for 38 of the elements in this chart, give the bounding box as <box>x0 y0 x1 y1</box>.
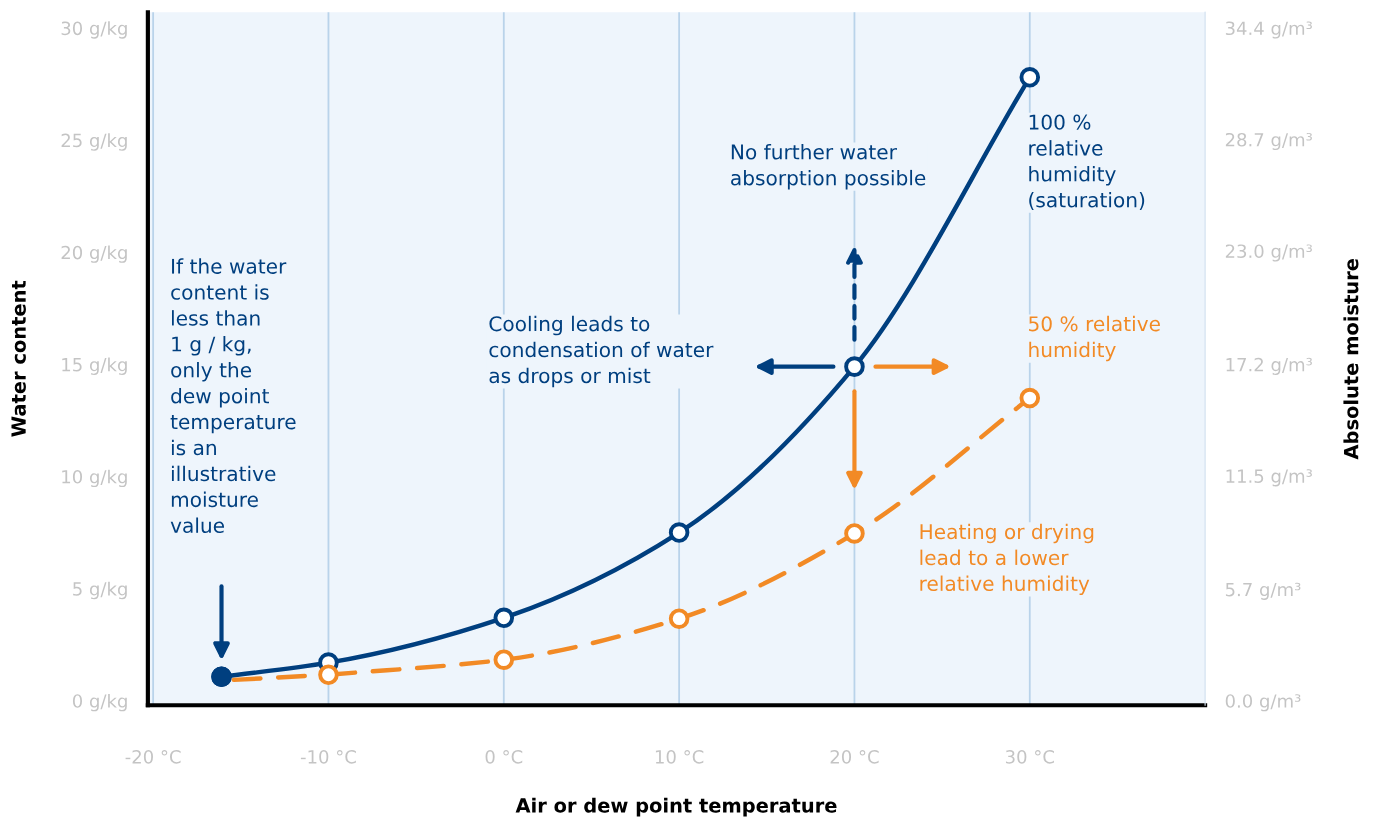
x-tick-label: -20 °C <box>125 750 181 764</box>
y2-tick-label: 11.5 g/m³ <box>1226 469 1312 487</box>
y2-tick-label: 5.7 g/m³ <box>1225 582 1301 600</box>
annotation: Heating or drying lead to a lower relative humidity <box>920 523 1094 596</box>
annotation: 50 % relative humidity <box>1029 315 1160 362</box>
annotation: 100 % relative humidity (saturation) <box>1029 114 1145 210</box>
point <box>668 522 690 543</box>
x-tick-label: 30 °C <box>1005 750 1054 764</box>
x-tick-label: -10 °C <box>300 750 356 764</box>
y-tick-label: 5 g/kg <box>73 581 127 600</box>
point <box>844 523 865 544</box>
annotation: Cooling leads to condensation of water as drops or mist <box>489 315 714 388</box>
point <box>318 664 339 686</box>
y2-tick-label: 34.4 g/m³ <box>1225 21 1312 39</box>
point <box>493 649 515 670</box>
y-tick-label: 30 g/kg <box>61 21 127 39</box>
y2-tick-label: 17.2 g/m³ <box>1226 357 1312 375</box>
y2-tick-label: 23.0 g/m³ <box>1225 244 1312 262</box>
y2-tick-label: 28.7 g/m³ <box>1225 132 1312 151</box>
y-axis-title: Water content <box>11 280 26 437</box>
point <box>1019 67 1041 88</box>
y-tick-label: 10 g/kg <box>62 469 127 488</box>
y-tick-label: 25 g/kg <box>61 133 127 151</box>
x-tick-label: 20 °C <box>830 750 879 764</box>
y2-axis-title: Absolute moisture <box>1343 259 1359 460</box>
annotation: No further water absorption possible <box>731 143 926 190</box>
y-tick-label: 0 g/kg <box>72 693 127 712</box>
y-tick-label: 20 g/kg <box>61 245 127 263</box>
point <box>1019 387 1041 409</box>
x-tick-label: 0 °C <box>485 750 523 764</box>
point <box>493 607 515 629</box>
y-tick-label: 15 g/kg <box>62 357 127 375</box>
text: If the water content is less than 1 g / kg, only the dew point temperature is an illustrative moisture value <box>170 258 296 534</box>
y2-tick-label: 0.0 g/m³ <box>1225 694 1301 712</box>
point <box>668 608 690 629</box>
x-tick-label: 10 °C <box>655 750 704 764</box>
x-axis-title: Air or dew point temperature <box>515 797 837 817</box>
point <box>844 356 865 377</box>
